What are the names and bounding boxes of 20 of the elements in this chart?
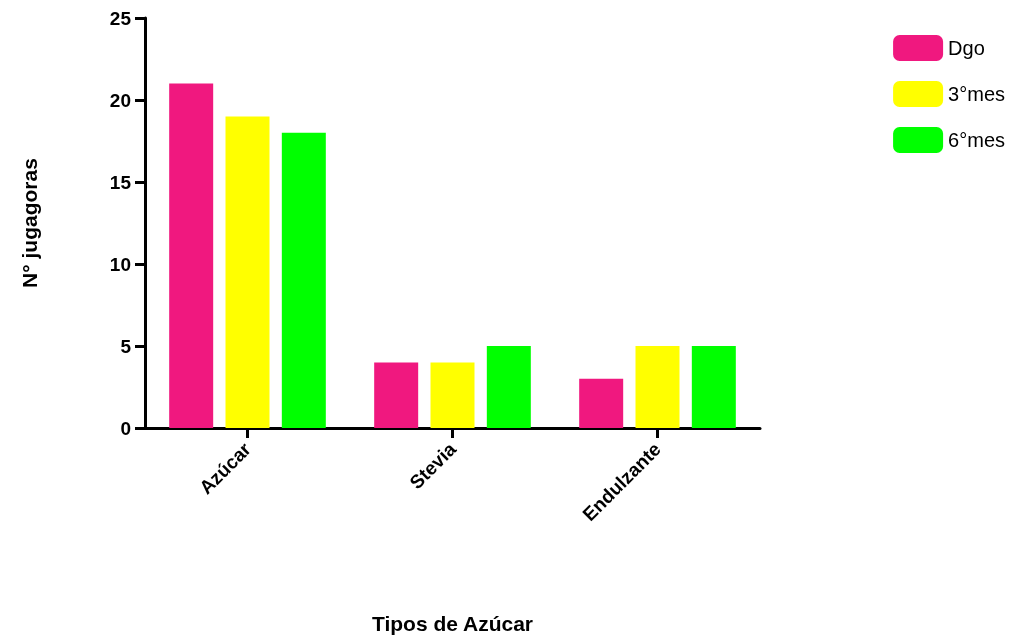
legend-label: 3°mes (948, 83, 1005, 105)
y-tick-label: 5 (120, 335, 132, 357)
bar (374, 362, 419, 428)
bar (169, 83, 214, 428)
bar (635, 346, 680, 428)
y-tick-label: 0 (120, 417, 131, 439)
y-tick-label: 25 (109, 7, 132, 29)
y-axis-title: N° jugagoras (18, 158, 41, 288)
bar (430, 362, 475, 428)
y-tick-label: 10 (109, 253, 131, 275)
bar (579, 378, 624, 428)
x-axis-title: Tipos de Azúcar (371, 612, 534, 635)
y-tick-label: 20 (109, 89, 131, 111)
legend-label: Dgo (948, 37, 985, 59)
bar (281, 132, 326, 428)
legend-label: 6°mes (948, 129, 1005, 151)
bar (691, 346, 736, 428)
y-tick-label: 15 (109, 171, 132, 193)
bar (225, 116, 270, 428)
bar (486, 346, 531, 428)
